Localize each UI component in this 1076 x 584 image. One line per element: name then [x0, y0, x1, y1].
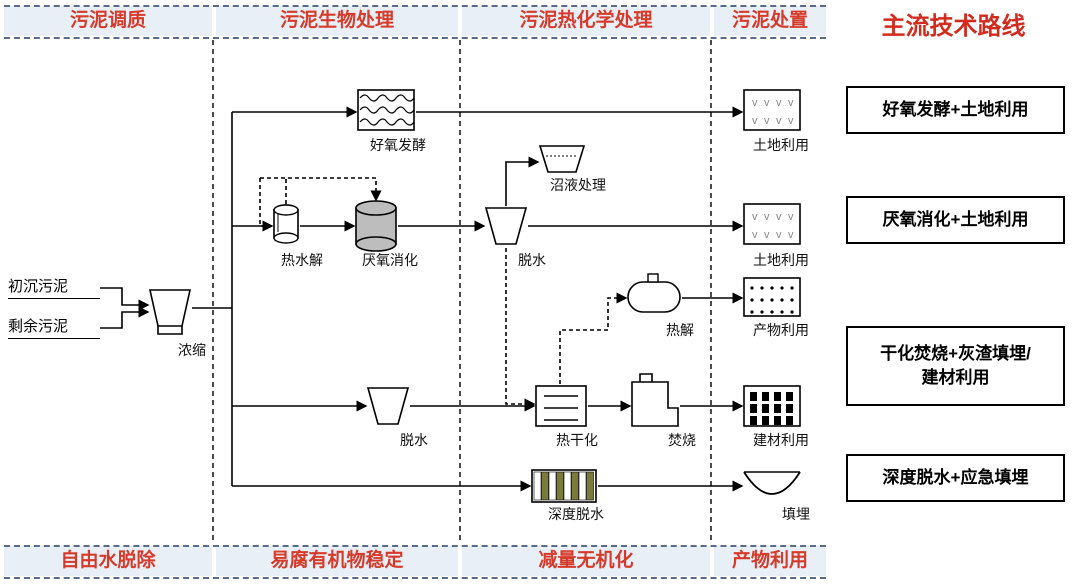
- svg-text:v: v: [752, 115, 758, 127]
- node-label-dry: 热干化: [537, 430, 617, 450]
- node-label-biogas: 沼液处理: [538, 175, 618, 195]
- svg-text:v: v: [752, 211, 758, 223]
- svg-text:v: v: [776, 211, 782, 223]
- svg-text:v: v: [764, 115, 770, 127]
- svg-text:v: v: [788, 211, 794, 223]
- input-label: 初沉污泥: [8, 275, 100, 299]
- route-box: 干化焚烧+灰渣填埋/ 建材利用: [846, 326, 1065, 406]
- node-label-product: 产物利用: [741, 320, 821, 340]
- node-label-landuse2: 土地利用: [741, 250, 821, 270]
- svg-text:v: v: [752, 229, 758, 241]
- node-label-building: 建材利用: [741, 430, 821, 450]
- route-box: 深度脱水+应急填埋: [846, 454, 1065, 502]
- node-label-pyrolysis: 热解: [640, 320, 720, 340]
- svg-text:v: v: [752, 97, 758, 109]
- svg-text:v: v: [776, 115, 782, 127]
- route-box: 厌氧消化+土地利用: [846, 196, 1065, 244]
- node-label-dewater1: 脱水: [492, 250, 572, 270]
- svg-text:v: v: [764, 211, 770, 223]
- node-label-concentrate: 浓缩: [152, 340, 232, 360]
- input-label: 剩余污泥: [8, 315, 100, 339]
- node-label-landfill: 填埋: [756, 504, 836, 524]
- node-label-incinerate: 焚烧: [642, 430, 722, 450]
- svg-text:v: v: [764, 97, 770, 109]
- svg-text:v: v: [788, 229, 794, 241]
- route-box: 好氧发酵+土地利用: [846, 86, 1065, 134]
- node-label-aerobic: 好氧发酵: [358, 135, 438, 155]
- node-label-landuse1: 土地利用: [741, 135, 821, 155]
- svg-text:v: v: [788, 97, 794, 109]
- node-label-hydrolysis: 热水解: [262, 250, 342, 270]
- svg-text:v: v: [776, 97, 782, 109]
- node-label-deepdewater: 深度脱水: [536, 504, 616, 524]
- node-label-dewater2: 脱水: [374, 430, 454, 450]
- svg-text:v: v: [788, 115, 794, 127]
- svg-text:v: v: [776, 229, 782, 241]
- svg-text:v: v: [764, 229, 770, 241]
- routes-title: 主流技术路线: [840, 6, 1067, 41]
- node-label-anaerobic: 厌氧消化: [350, 250, 430, 270]
